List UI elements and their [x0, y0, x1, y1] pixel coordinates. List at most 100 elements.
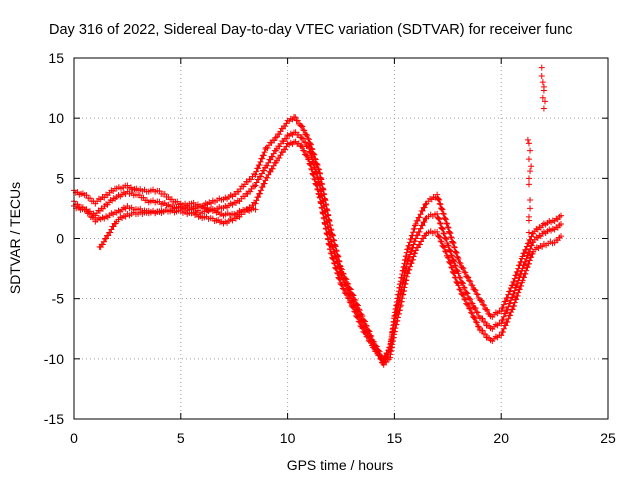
data-point — [345, 287, 352, 294]
data-point — [440, 243, 447, 250]
data-point — [406, 242, 413, 249]
x-tick-label: 5 — [177, 430, 185, 446]
data-point — [481, 302, 488, 309]
data-point — [252, 171, 259, 178]
data-point — [74, 201, 81, 208]
data-point — [436, 196, 443, 203]
data-point — [412, 221, 419, 228]
data-point — [416, 214, 423, 221]
data-point — [444, 220, 451, 227]
y-axis-title: SDTVAR / TECUs — [7, 182, 23, 294]
data-point — [448, 234, 455, 241]
data-point — [346, 299, 353, 306]
data-point — [417, 225, 424, 232]
data-point — [414, 217, 421, 224]
data-point — [253, 197, 260, 204]
data-point — [435, 196, 442, 203]
data-point — [252, 200, 259, 207]
data-point — [83, 206, 90, 213]
data-point — [329, 255, 336, 262]
data-point — [376, 352, 383, 359]
data-point — [366, 338, 373, 345]
data-point — [338, 271, 344, 278]
data-point — [338, 281, 344, 288]
data-points — [71, 64, 565, 368]
data-point — [444, 242, 451, 249]
data-point — [498, 332, 505, 339]
data-point — [422, 215, 429, 222]
data-point — [448, 252, 455, 259]
data-point — [383, 359, 390, 366]
data-point — [479, 327, 486, 334]
data-point — [276, 143, 283, 150]
data-point — [436, 220, 443, 227]
data-point — [453, 250, 460, 257]
data-point — [467, 305, 474, 312]
data-point — [260, 152, 267, 159]
data-point — [354, 313, 361, 320]
data-point — [507, 300, 514, 307]
x-tick-label: 20 — [493, 430, 509, 446]
data-point — [312, 156, 319, 163]
data-point — [298, 134, 305, 141]
data-point — [422, 201, 429, 208]
data-point — [447, 248, 454, 255]
data-point — [467, 296, 474, 303]
data-point — [505, 303, 512, 310]
data-point — [343, 282, 350, 289]
data-point — [407, 263, 414, 270]
data-point — [511, 299, 518, 306]
data-point — [333, 266, 340, 273]
data-point — [499, 304, 506, 311]
data-point — [282, 123, 289, 130]
data-point — [451, 262, 458, 269]
data-point — [442, 215, 449, 222]
data-point — [304, 152, 311, 159]
data-point — [558, 212, 565, 219]
data-point — [252, 182, 259, 189]
data-point — [523, 267, 530, 274]
data-point — [436, 200, 443, 207]
data-point — [332, 265, 339, 272]
data-point — [525, 140, 532, 147]
data-point — [448, 264, 455, 271]
data-point — [258, 170, 265, 177]
data-point — [409, 256, 416, 263]
data-point — [466, 277, 473, 284]
data-point — [406, 239, 413, 246]
data-point — [511, 287, 518, 294]
data-point — [412, 247, 419, 254]
data-point — [525, 260, 532, 267]
data-point — [541, 98, 548, 105]
data-point — [524, 243, 531, 250]
data-point — [257, 158, 264, 165]
y-tick-label: 5 — [56, 170, 64, 186]
data-point — [527, 147, 534, 154]
data-point — [259, 183, 266, 190]
data-point — [362, 318, 369, 325]
data-point — [519, 277, 526, 284]
data-point — [264, 162, 271, 169]
data-point — [454, 267, 461, 274]
data-point — [412, 238, 419, 245]
data-point — [468, 309, 475, 316]
data-point — [469, 282, 476, 289]
data-point — [446, 259, 453, 266]
data-point — [459, 280, 466, 287]
y-tick-label: -5 — [52, 291, 65, 307]
data-point — [509, 306, 516, 313]
data-point — [471, 314, 478, 321]
data-point — [519, 265, 526, 272]
data-point — [443, 236, 450, 243]
data-point — [313, 181, 320, 188]
data-point — [276, 131, 283, 138]
data-point — [483, 306, 490, 313]
data-point — [378, 356, 385, 363]
data-point — [110, 223, 117, 230]
data-point — [307, 140, 314, 147]
data-point — [343, 291, 350, 298]
data-point — [460, 284, 467, 291]
data-point — [451, 274, 458, 281]
chart-title: Day 316 of 2022, Sidereal Day-to-day VTE… — [49, 22, 573, 38]
data-point — [416, 228, 423, 235]
